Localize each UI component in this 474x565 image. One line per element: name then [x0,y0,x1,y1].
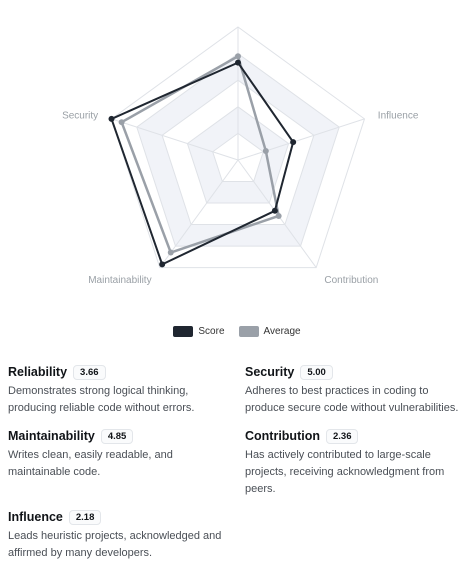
legend-swatch-average [238,326,259,337]
radar-axis-label-influence: Influence [378,111,419,122]
legend-label-average: Average [263,326,301,337]
metric-name: Reliability [8,365,68,379]
radar-axis-label-maintainability: Maintainability [88,275,151,286]
radar-series-score [110,61,295,266]
metric-description: Adheres to best practices in coding to p… [245,385,459,414]
radar-point-average-influence [262,147,269,154]
radar-axis-label-contribution: Contribution [324,275,378,286]
radar-point-score-security [108,115,115,122]
metric-score-badge: 3.66 [73,364,106,380]
radar-axis-label-security: Security [62,111,98,122]
metric-contribution: Contribution 2.36 Has actively contribut… [245,428,470,498]
radar-point-average-security [118,119,125,126]
chart-legend: Score Average [0,326,474,337]
metric-maintainability: Maintainability 4.85 Writes clean, easil… [8,428,233,481]
metric-name: Security [245,365,295,379]
radar-point-score-influence [290,139,297,146]
legend-item-average[interactable]: Average [238,326,301,337]
metric-description: Demonstrates strong logical thinking, pr… [8,385,195,414]
radar-point-average-reliability [235,53,241,60]
metric-name: Influence [8,510,63,524]
radar-spoke [111,118,239,161]
legend-swatch-score [173,326,194,337]
metric-score-badge: 2.18 [68,509,102,525]
radar-point-score-contribution [271,207,278,214]
radar-spoke [237,118,365,161]
metric-score-badge: 2.36 [325,428,359,444]
metric-description: Leads heuristic projects, acknowledged a… [8,530,222,559]
radar-spoke [159,159,239,268]
metric-security: Security 5.00 Adheres to best practices … [245,364,470,417]
metric-name: Contribution [245,429,320,443]
radar-point-average-maintainability [167,249,174,256]
radar-point-average-contribution [275,212,282,219]
metric-description: Writes clean, easily readable, and maint… [8,449,173,478]
metric-score-badge: 5.00 [300,364,333,380]
metric-name: Maintainability [8,429,95,443]
radar-point-score-maintainability [159,261,166,268]
radar-chart: Influence Contribution Maintainability Secu… [62,26,419,286]
radar-point-score-reliability [235,59,241,66]
metric-influence: Influence 2.18 Leads heuristic projects,… [8,509,233,562]
metric-reliability: Reliability 3.66 Demonstrates strong log… [8,364,233,417]
metric-description: Has actively contributed to large-scale … [245,449,445,495]
metric-score-badge: 4.85 [100,428,134,444]
legend-label-score: Score [198,326,225,337]
legend-item-score[interactable]: Score [173,326,225,337]
